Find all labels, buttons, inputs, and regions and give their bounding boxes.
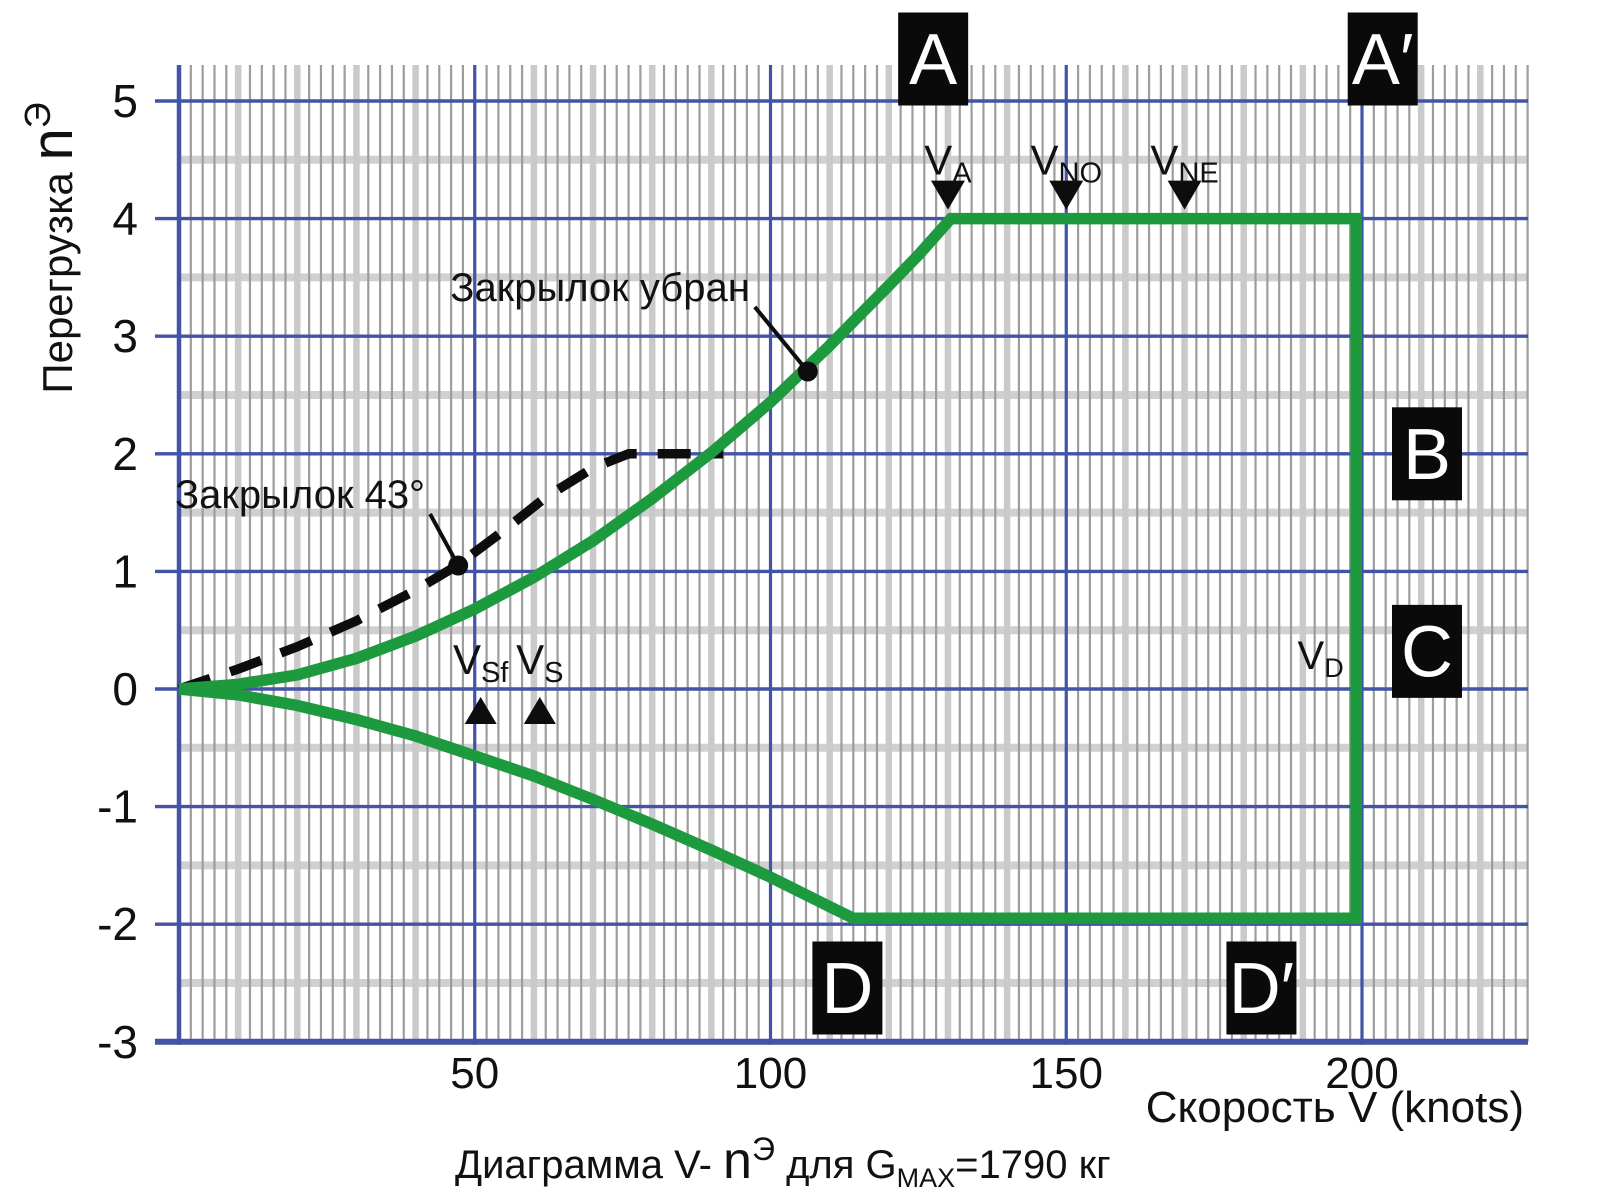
point-badge-letter: A <box>909 20 957 100</box>
y-tick-label: 4 <box>112 193 138 245</box>
y-axis-title-text: Перегрузка <box>34 161 81 394</box>
speed-marker-triangle-VA <box>930 180 965 210</box>
speed-marker-triangle-VS <box>523 697 556 724</box>
speed-marker-triangle-VSf <box>464 697 497 724</box>
caption-suffix: =1790 кг <box>955 1143 1111 1187</box>
speed-marker-triangle-VNO <box>1049 180 1084 210</box>
point-badge-box <box>1347 12 1418 106</box>
point-badge-box <box>1392 407 1462 501</box>
y-tick-label: 2 <box>112 428 138 480</box>
point-badge-box <box>1392 604 1462 698</box>
figure-caption: Диаграмма V- nЭ для GMAX=1790 кг <box>455 1131 1111 1193</box>
curve-labels: Закрылок убран Закрылок 43° <box>175 266 818 576</box>
series <box>177 212 1362 925</box>
caption-mid: для G <box>775 1143 897 1187</box>
point-badge-letter: D′ <box>1229 949 1295 1029</box>
point-badge-letter: C <box>1401 612 1453 692</box>
caption-g-sub: MAX <box>897 1163 956 1193</box>
x-tick-label: 50 <box>450 1049 499 1098</box>
y-tick-label: 0 <box>112 663 138 715</box>
speed-marker-sub: A <box>952 158 972 190</box>
speed-marker-sub: NE <box>1178 158 1218 190</box>
curve-label: Закрылок 43° <box>175 473 425 517</box>
speed-marker-label-VNE: VNE <box>1150 137 1218 190</box>
curve-label-dot <box>797 361 818 382</box>
y-axis-title-n: n <box>20 128 85 160</box>
y-tick-label: -2 <box>97 898 138 950</box>
vd-label-sub: D <box>1324 653 1344 683</box>
caption-prefix: Диаграмма V- <box>455 1143 723 1187</box>
point-badge-letter: B <box>1403 415 1451 495</box>
y-axis-title-n-sup: Э <box>17 102 58 128</box>
x-axis-title: Скорость V (knots) <box>1146 1083 1524 1132</box>
speed-marker-label-VNO: VNO <box>1030 137 1102 190</box>
point-badges: A A′ B C D D′ <box>812 12 1462 1035</box>
curve-label: Закрылок убран <box>450 266 750 310</box>
speed-marker-sub: S <box>544 657 563 689</box>
speed-marker-label-VA: VA <box>924 137 972 190</box>
speed-marker-label-VS: VS <box>516 636 563 689</box>
y-tick-label: 5 <box>112 75 138 127</box>
y-tick-label: 3 <box>112 310 138 362</box>
x-tick-label: 150 <box>1030 1049 1103 1098</box>
x-tick-label: 200 <box>1325 1049 1398 1098</box>
speed-marker-sub: Sf <box>481 657 509 689</box>
speed-marker-base: V <box>516 636 544 683</box>
curve-label-leader-line <box>753 305 810 373</box>
envelope-line <box>178 212 1362 925</box>
point-badge-box <box>812 941 883 1035</box>
point-badge-letter: A′ <box>1352 20 1414 100</box>
axis-tick-labels: 5 4 3 2 1 0 -1 -2 -3 50 100 150 200 <box>97 75 1399 1098</box>
caption-n: n <box>723 1132 752 1190</box>
y-tick-label: -1 <box>97 781 138 833</box>
vd-label-base: V <box>1298 634 1325 678</box>
y-axis-title: Перегрузка nЭ <box>17 102 85 393</box>
speed-marker-base: V <box>453 636 481 683</box>
curve-label-dot <box>448 555 469 576</box>
speed-marker-triangle-VNE <box>1167 180 1202 210</box>
point-badge-box <box>1226 941 1297 1035</box>
y-tick-label: 1 <box>112 545 138 597</box>
point-badge-box <box>898 12 969 106</box>
grid <box>155 65 1529 1045</box>
point-badge-letter: D <box>821 949 873 1029</box>
y-tick-label: -3 <box>97 1016 138 1068</box>
vd-label: VD <box>1298 634 1344 683</box>
caption-n-sup: Э <box>752 1131 775 1167</box>
speed-marker-base: V <box>1030 137 1058 184</box>
x-tick-label: 100 <box>734 1049 807 1098</box>
speed-marker-base: V <box>1150 137 1178 184</box>
speed-marker-sub: NO <box>1059 158 1103 190</box>
speed-marker-label-VSf: VSf <box>453 636 509 689</box>
speed-marker-base: V <box>924 137 952 184</box>
